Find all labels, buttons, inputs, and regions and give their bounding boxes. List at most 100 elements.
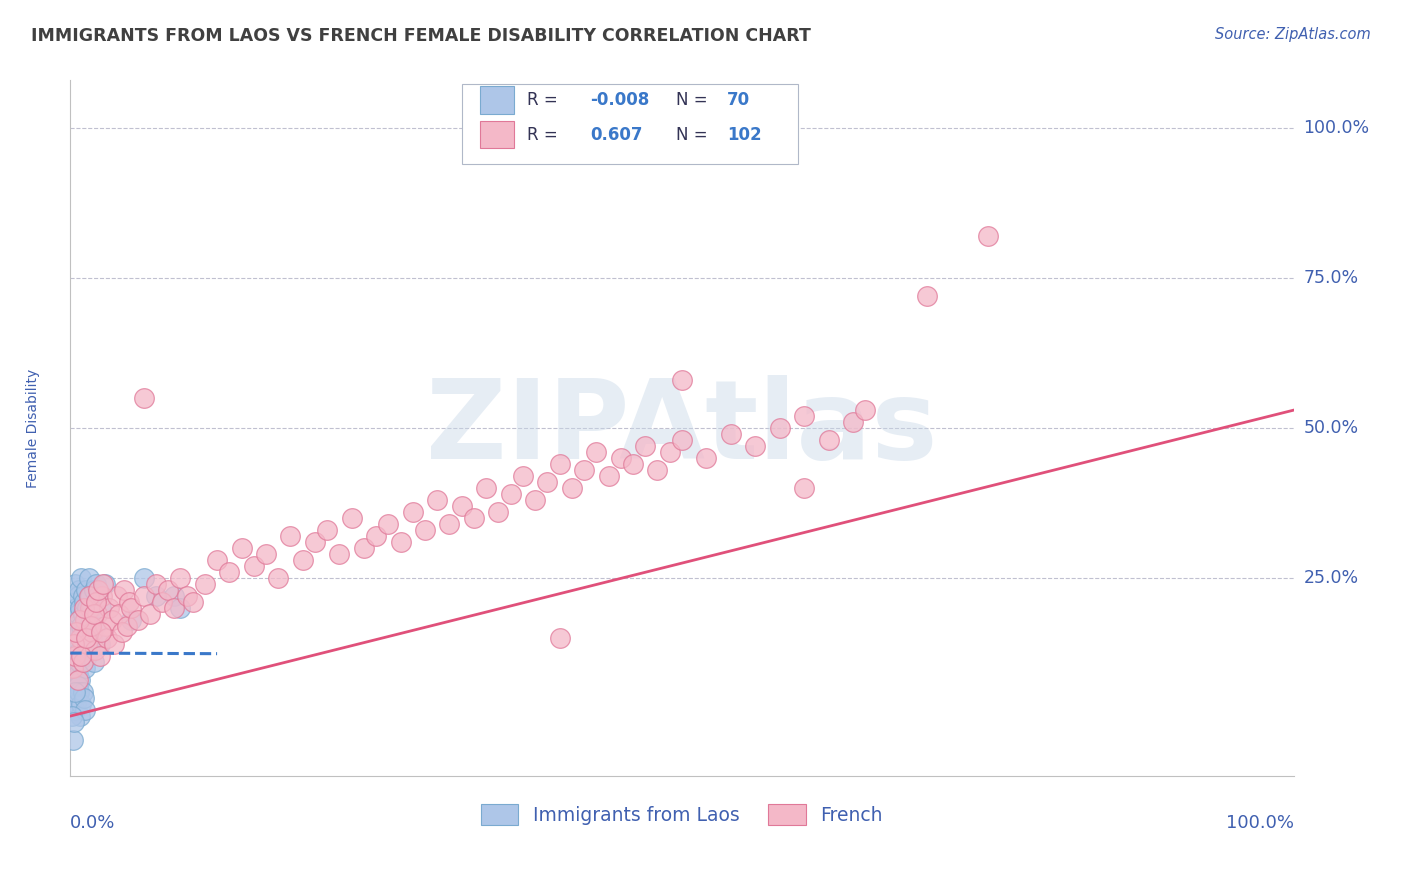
Point <box>60 709 83 723</box>
Point <box>73 661 96 675</box>
Text: 25.0%: 25.0% <box>1303 569 1358 587</box>
Point <box>93 619 115 633</box>
Text: R =: R = <box>527 91 557 109</box>
Text: 75.0%: 75.0% <box>1303 269 1358 287</box>
Text: 100.0%: 100.0% <box>1226 814 1294 832</box>
Point <box>63 589 86 603</box>
Point <box>585 445 607 459</box>
Point <box>77 619 100 633</box>
Point <box>132 571 155 585</box>
Point <box>132 589 155 603</box>
Point <box>65 697 87 711</box>
Point <box>524 493 547 508</box>
Point <box>671 433 693 447</box>
Point <box>62 661 84 675</box>
Point <box>69 631 91 645</box>
Point <box>70 649 93 664</box>
Point <box>132 391 155 405</box>
Point <box>218 565 240 579</box>
Point <box>450 499 472 513</box>
Point <box>96 631 118 645</box>
Point <box>598 469 620 483</box>
Point <box>67 685 90 699</box>
Point <box>80 613 103 627</box>
Point <box>463 511 485 525</box>
Point <box>69 673 91 687</box>
Point <box>82 625 104 640</box>
Point <box>83 655 105 669</box>
Text: 0.607: 0.607 <box>591 126 643 144</box>
Point <box>254 547 277 561</box>
FancyBboxPatch shape <box>479 86 515 113</box>
Point <box>793 409 815 424</box>
Point <box>72 637 94 651</box>
Point <box>291 553 314 567</box>
Point <box>72 589 94 603</box>
Point <box>353 541 375 555</box>
Point <box>77 571 100 585</box>
Point <box>181 595 204 609</box>
Point <box>63 649 86 664</box>
Point <box>63 691 86 706</box>
Point <box>63 673 86 687</box>
Text: N =: N = <box>676 91 707 109</box>
Point <box>70 571 93 585</box>
Point <box>80 619 103 633</box>
Point <box>163 601 186 615</box>
FancyBboxPatch shape <box>461 84 799 164</box>
Point <box>90 625 112 640</box>
Text: 102: 102 <box>727 126 762 144</box>
Text: Source: ZipAtlas.com: Source: ZipAtlas.com <box>1215 27 1371 42</box>
Point <box>340 511 363 525</box>
Point <box>65 679 87 693</box>
Point <box>82 631 104 645</box>
Point <box>65 619 87 633</box>
Point <box>976 229 998 244</box>
Point <box>79 643 101 657</box>
Point <box>63 714 86 729</box>
Point <box>548 457 571 471</box>
Point <box>145 589 167 603</box>
Point <box>75 631 97 645</box>
Point <box>73 601 96 615</box>
Point <box>194 577 217 591</box>
Point <box>127 613 149 627</box>
Point <box>111 625 134 640</box>
Point <box>63 637 86 651</box>
Point <box>93 577 115 591</box>
Legend: Immigrants from Laos, French: Immigrants from Laos, French <box>474 796 890 833</box>
Point <box>377 517 399 532</box>
Text: Female Disability: Female Disability <box>25 368 39 488</box>
Point <box>610 451 633 466</box>
Point <box>63 685 86 699</box>
Point <box>855 403 877 417</box>
Point <box>67 613 90 627</box>
Point <box>76 601 98 615</box>
Point <box>76 637 98 651</box>
Point <box>842 415 865 429</box>
Point <box>73 703 96 717</box>
Point <box>72 607 94 621</box>
Point <box>77 589 100 603</box>
Point <box>69 643 91 657</box>
Point <box>366 529 388 543</box>
Point <box>548 631 571 645</box>
Point <box>536 475 558 490</box>
Point <box>572 463 595 477</box>
Point <box>62 733 84 747</box>
Text: 0.0%: 0.0% <box>70 814 115 832</box>
Point <box>105 589 128 603</box>
Point <box>89 637 111 651</box>
Point <box>647 463 669 477</box>
Point <box>475 481 498 495</box>
Point <box>70 697 93 711</box>
Point <box>75 583 97 598</box>
Point <box>744 439 766 453</box>
Point <box>69 601 91 615</box>
Point <box>83 583 105 598</box>
Point <box>73 625 96 640</box>
Point <box>87 589 110 603</box>
Point <box>89 649 111 664</box>
Point <box>793 481 815 495</box>
Point <box>66 637 89 651</box>
